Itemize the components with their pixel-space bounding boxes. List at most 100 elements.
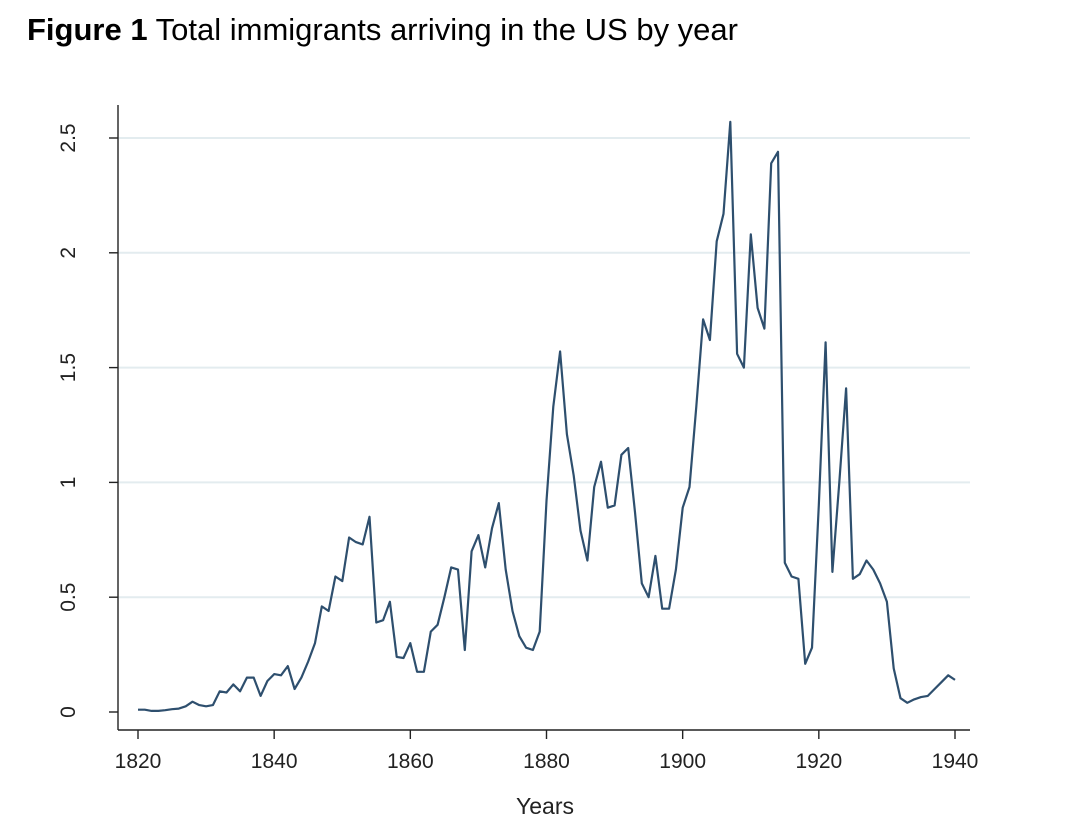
data-point (211, 703, 215, 707)
data-point (701, 317, 705, 321)
x-tick-label: 1920 (795, 750, 842, 773)
data-point (531, 648, 535, 652)
data-point (218, 689, 222, 693)
data-point (408, 641, 412, 645)
data-point (844, 386, 848, 390)
data-point (851, 577, 855, 581)
data-point (660, 607, 664, 611)
data-point (442, 595, 446, 599)
data-point (177, 707, 181, 711)
data-point (824, 340, 828, 344)
data-point (367, 515, 371, 519)
data-point (885, 600, 889, 604)
data-point (653, 554, 657, 558)
data-point (245, 676, 249, 680)
figure-title: Figure 1 Total immigrants arriving in th… (27, 12, 738, 48)
data-point (170, 707, 174, 711)
x-tick-label: 1840 (251, 750, 298, 773)
data-point (803, 662, 807, 666)
x-axis-ticks: 1820 1840 1860 1880 1900 1920 1940 (115, 730, 979, 773)
data-point (769, 161, 773, 165)
x-tick-label: 1820 (115, 750, 162, 773)
data-point (429, 630, 433, 634)
data-point (946, 673, 950, 677)
data-point (572, 474, 576, 478)
x-tick-label: 1880 (523, 750, 570, 773)
data-point (395, 655, 399, 659)
data-point (640, 581, 644, 585)
data-point (238, 689, 242, 693)
data-point (919, 695, 923, 699)
data-point (333, 575, 337, 579)
data-point (762, 327, 766, 331)
data-point (858, 572, 862, 576)
data-point (926, 694, 930, 698)
data-point (388, 600, 392, 604)
x-tick-label: 1900 (659, 750, 706, 773)
y-axis-ticks: 0 0.5 1 1.5 2 2.5 (57, 123, 118, 718)
data-point (136, 708, 140, 712)
data-point (776, 150, 780, 154)
x-tick-label: 1860 (387, 750, 434, 773)
data-point (497, 501, 501, 505)
data-point (449, 565, 453, 569)
data-point (694, 405, 698, 409)
y-tick-label: 0.5 (57, 583, 80, 612)
data-point (613, 503, 617, 507)
data-point (953, 678, 957, 682)
data-point (783, 561, 787, 565)
data-point (517, 634, 521, 638)
data-point (626, 446, 630, 450)
data-point (579, 529, 583, 533)
data-point (551, 405, 555, 409)
data-point (715, 239, 719, 243)
data-point (204, 704, 208, 708)
data-point (810, 646, 814, 650)
data-point (687, 485, 691, 489)
data-point (231, 682, 235, 686)
data-point (293, 687, 297, 691)
data-point (279, 673, 283, 677)
data-point (830, 570, 834, 574)
x-axis-label: Years (516, 793, 574, 819)
figure-label: Figure 1 (27, 12, 148, 47)
data-point (354, 540, 358, 544)
data-point (381, 618, 385, 622)
y-tick-label: 1 (57, 477, 80, 489)
data-point (647, 595, 651, 599)
data-point (892, 666, 896, 670)
data-point (470, 549, 474, 553)
data-point (558, 350, 562, 354)
data-point (545, 499, 549, 503)
data-point (905, 701, 909, 705)
data-point (463, 648, 467, 652)
data-point (912, 697, 916, 701)
data-point (592, 485, 596, 489)
data-point (796, 577, 800, 581)
data-point (939, 680, 943, 684)
data-point (878, 581, 882, 585)
data-point (313, 641, 317, 645)
data-point (790, 575, 794, 579)
data-point (476, 533, 480, 537)
data-point (837, 480, 841, 484)
data-point (633, 510, 637, 514)
data-point (327, 609, 331, 613)
data-point (510, 609, 514, 613)
data-point (681, 506, 685, 510)
data-point (163, 708, 167, 712)
data-point (402, 656, 406, 660)
y-tick-label: 1.5 (57, 353, 80, 382)
data-point (143, 708, 147, 712)
data-points (136, 120, 957, 713)
data-point (252, 676, 256, 680)
data-point (306, 659, 310, 663)
data-point (190, 700, 194, 704)
data-point (374, 620, 378, 624)
data-point (415, 670, 419, 674)
data-point (340, 579, 344, 583)
data-point (265, 679, 269, 683)
data-point (619, 453, 623, 457)
x-tick-label: 1940 (932, 750, 979, 773)
